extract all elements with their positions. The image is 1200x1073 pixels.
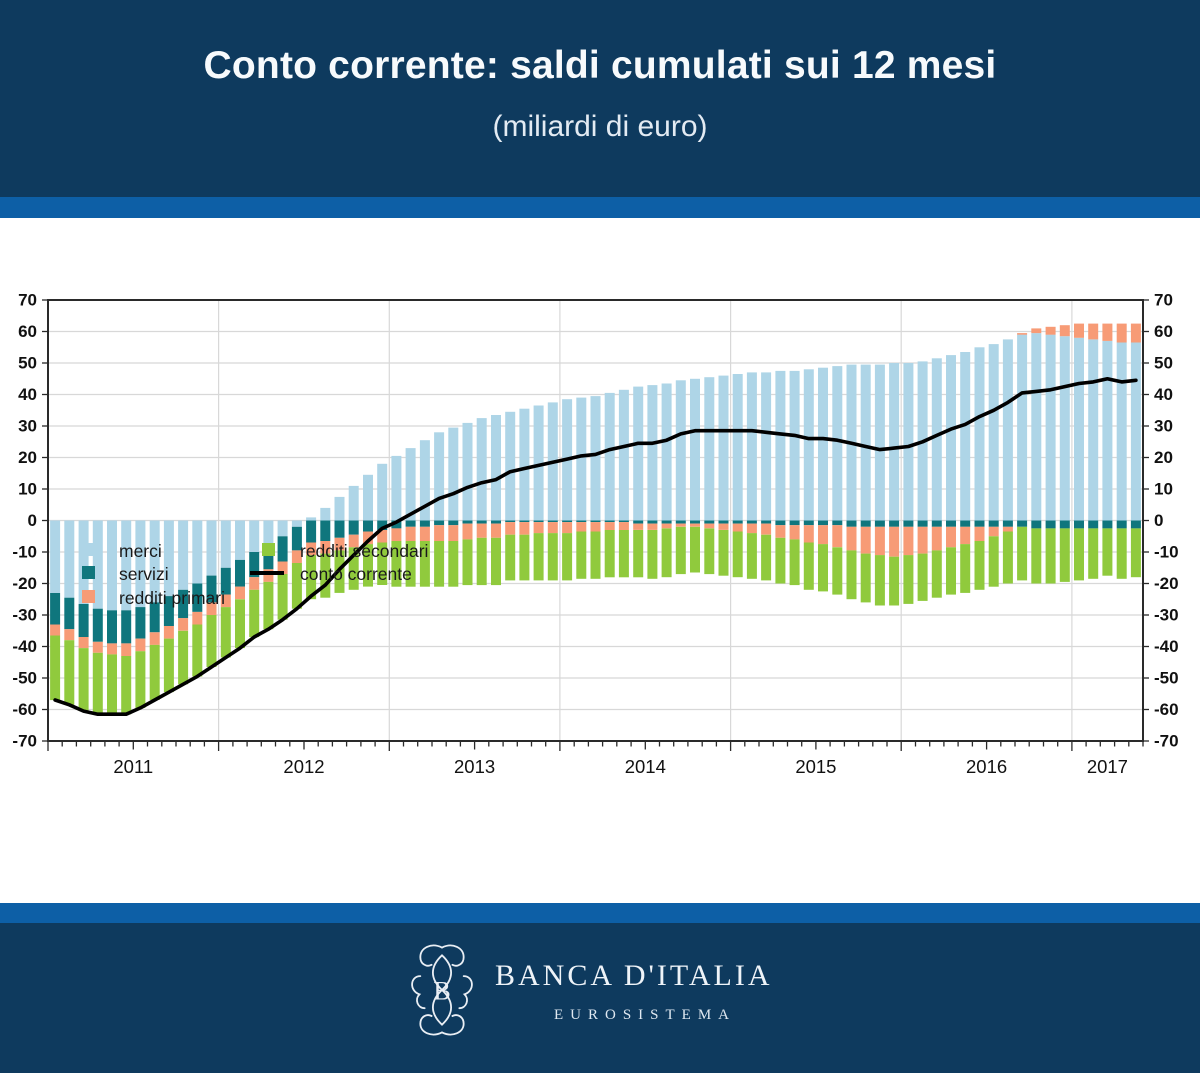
svg-text:2013: 2013 xyxy=(454,756,495,777)
svg-text:2012: 2012 xyxy=(283,756,324,777)
svg-text:2015: 2015 xyxy=(795,756,836,777)
svg-text:-70: -70 xyxy=(1154,732,1179,751)
svg-text:30: 30 xyxy=(1154,417,1173,436)
svg-text:2017: 2017 xyxy=(1087,756,1128,777)
chart-area: 70 70 60 60 50 50 40 40 30 30 20 20 10 10 0 0 -10 -10 -20 -… xyxy=(0,218,1200,818)
svg-text:-50: -50 xyxy=(12,669,37,688)
svg-text:50: 50 xyxy=(1154,354,1173,373)
svg-text:0: 0 xyxy=(28,511,37,530)
header-banner: Conto corrente: saldi cumulati sui 12 me… xyxy=(0,0,1200,197)
svg-text:40: 40 xyxy=(1154,385,1173,404)
svg-text:-10: -10 xyxy=(1154,543,1179,562)
svg-text:50: 50 xyxy=(18,354,37,373)
svg-text:-40: -40 xyxy=(1154,637,1179,656)
svg-text:70: 70 xyxy=(18,291,37,310)
bank-tagline: EUROSISTEMA xyxy=(553,1007,736,1023)
current-account-chart: 70 70 60 60 50 50 40 40 30 30 20 20 10 10 0 0 -10 -10 -20 -… xyxy=(12,291,1179,778)
svg-text:-20: -20 xyxy=(12,574,37,593)
svg-text:-30: -30 xyxy=(12,606,37,625)
svg-text:70: 70 xyxy=(1154,291,1173,310)
page-subtitle: (miliardi di euro) xyxy=(492,110,708,143)
svg-text:-20: -20 xyxy=(1154,574,1179,593)
svg-text:0: 0 xyxy=(1154,511,1163,530)
svg-text:60: 60 xyxy=(18,322,37,341)
svg-text:2014: 2014 xyxy=(625,756,666,777)
svg-text:-50: -50 xyxy=(1154,669,1179,688)
svg-text:20: 20 xyxy=(1154,448,1173,467)
page-title: Conto corrente: saldi cumulati sui 12 me… xyxy=(203,44,997,87)
svg-text:2011: 2011 xyxy=(113,756,153,777)
svg-text:B: B xyxy=(433,977,450,1006)
bank-emblem-icon: B xyxy=(411,944,473,1036)
svg-text:-70: -70 xyxy=(12,732,37,751)
svg-text:10: 10 xyxy=(1154,480,1173,499)
svg-text:-40: -40 xyxy=(12,637,37,656)
svg-text:10: 10 xyxy=(18,480,37,499)
svg-text:-60: -60 xyxy=(1154,700,1179,719)
footer-banner: B BANCA D'ITALIA EUROSISTEMA xyxy=(0,923,1200,1073)
bank-name: BANCA D'ITALIA xyxy=(495,959,773,992)
svg-text:60: 60 xyxy=(1154,322,1173,341)
svg-text:40: 40 xyxy=(18,385,37,404)
header-stripe xyxy=(0,197,1200,218)
svg-text:2016: 2016 xyxy=(966,756,1007,777)
svg-text:-60: -60 xyxy=(12,700,37,719)
footer-stripe xyxy=(0,903,1200,923)
svg-text:30: 30 xyxy=(18,417,37,436)
svg-text:-30: -30 xyxy=(1154,606,1179,625)
svg-text:20: 20 xyxy=(18,448,37,467)
svg-text:-10: -10 xyxy=(12,543,37,562)
